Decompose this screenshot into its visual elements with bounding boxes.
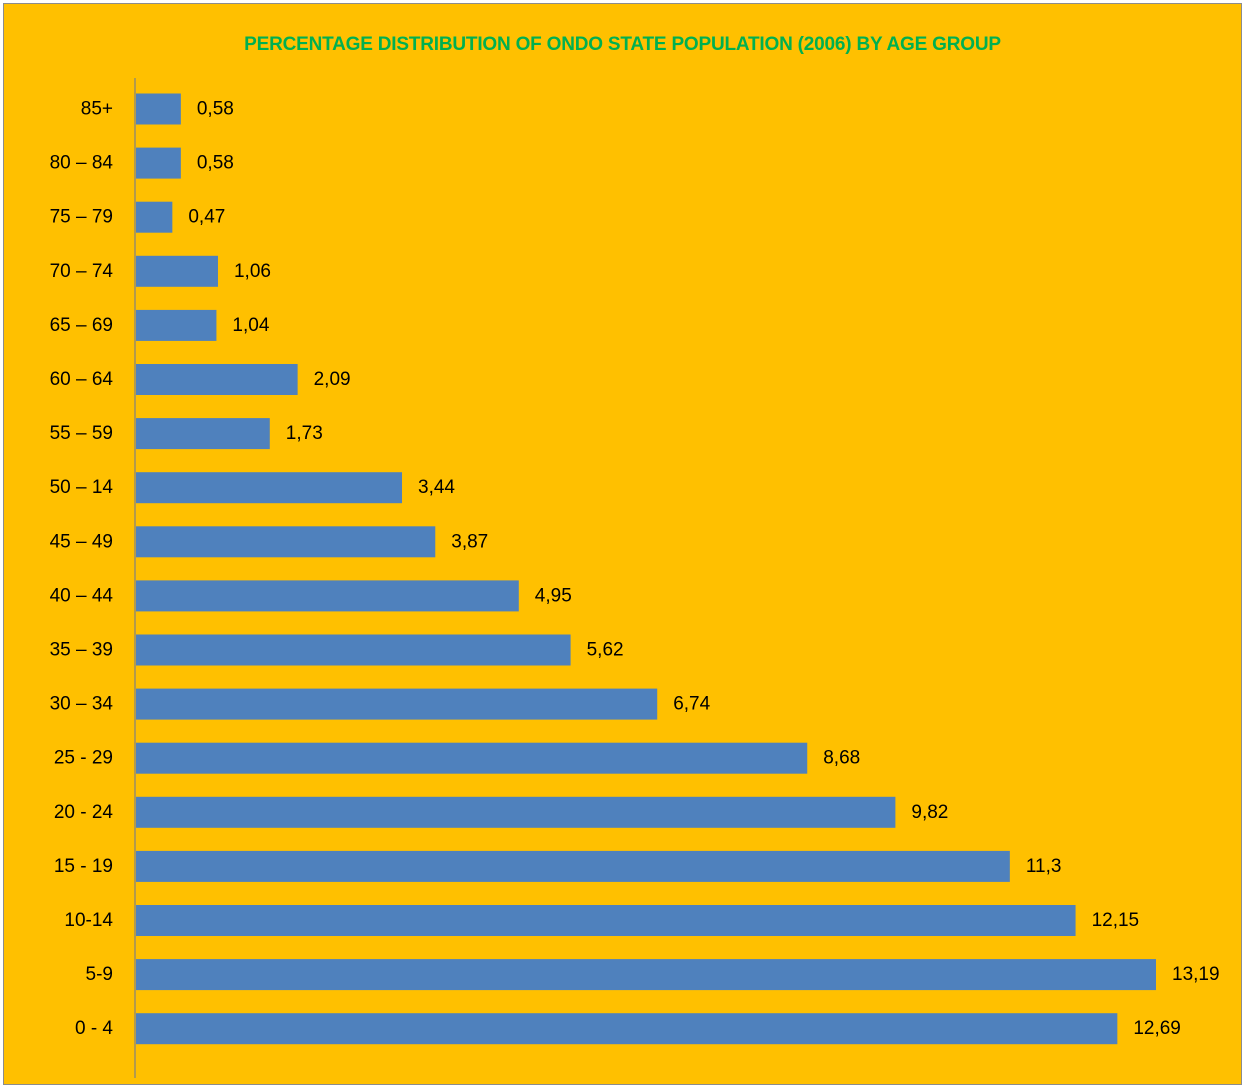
category-tick-label: 50 – 14 bbox=[50, 477, 114, 498]
bar bbox=[136, 472, 403, 504]
bar bbox=[136, 418, 270, 450]
bar bbox=[136, 959, 1156, 991]
data-label: 12,15 bbox=[1092, 910, 1140, 931]
bar bbox=[136, 147, 181, 179]
data-label: 6,74 bbox=[673, 694, 710, 715]
data-label: 3,87 bbox=[451, 531, 488, 552]
value-labels: 0,58 0,58 0,47 1,06 1,04 2,09 1,73 3,44 3,87 4,95… bbox=[188, 99, 1219, 1040]
category-tick-label: 55 – 59 bbox=[50, 423, 113, 444]
data-label: 9,82 bbox=[911, 802, 948, 823]
bar bbox=[136, 688, 658, 720]
bar bbox=[136, 850, 1010, 882]
bar bbox=[136, 526, 436, 558]
data-label: 0,58 bbox=[197, 99, 234, 120]
bars-layer bbox=[136, 93, 1156, 1045]
category-tick-label: 65 – 69 bbox=[50, 315, 113, 336]
category-tick-label: 40 – 44 bbox=[50, 585, 114, 606]
category-labels: 85+ 80 – 84 75 – 79 70 – 74 65 – 69 60 – 64 55… bbox=[50, 99, 114, 1040]
category-tick-label: 5-9 bbox=[86, 964, 113, 985]
category-tick-label: 15 - 19 bbox=[54, 856, 113, 877]
bar bbox=[136, 742, 808, 774]
data-label: 4,95 bbox=[535, 585, 572, 606]
bar bbox=[136, 255, 218, 287]
data-label: 12,69 bbox=[1133, 1018, 1181, 1039]
bar bbox=[136, 634, 571, 666]
data-label: 13,19 bbox=[1172, 964, 1220, 985]
category-tick-label: 80 – 84 bbox=[50, 153, 114, 174]
chart-title: PERCENTAGE DISTRIBUTION OF ONDO STATE PO… bbox=[244, 34, 1001, 55]
data-label: 0,58 bbox=[197, 153, 234, 174]
bar bbox=[136, 364, 298, 395]
data-label: 3,44 bbox=[418, 477, 455, 498]
data-label: 5,62 bbox=[587, 640, 624, 661]
category-tick-label: 30 – 34 bbox=[50, 694, 114, 715]
category-tick-label: 0 - 4 bbox=[75, 1018, 113, 1039]
category-tick-label: 20 - 24 bbox=[54, 802, 114, 823]
data-label: 2,09 bbox=[314, 369, 351, 390]
bar bbox=[136, 1013, 1118, 1045]
data-label: 11,3 bbox=[1026, 856, 1062, 877]
category-tick-label: 70 – 74 bbox=[50, 261, 114, 282]
bar bbox=[136, 201, 173, 233]
category-tick-label: 25 - 29 bbox=[54, 748, 113, 769]
bar bbox=[136, 580, 519, 612]
data-label: 1,04 bbox=[232, 315, 269, 336]
bar bbox=[136, 905, 1076, 936]
bar bbox=[136, 93, 181, 125]
category-tick-label: 75 – 79 bbox=[50, 207, 113, 228]
data-label: 1,73 bbox=[286, 423, 323, 444]
data-label: 8,68 bbox=[823, 748, 860, 769]
bar bbox=[136, 796, 896, 828]
data-label: 0,47 bbox=[188, 207, 225, 228]
bar bbox=[136, 309, 217, 341]
category-tick-label: 35 – 39 bbox=[50, 640, 113, 661]
data-label: 1,06 bbox=[234, 261, 271, 282]
category-tick-label: 60 – 64 bbox=[50, 369, 114, 390]
category-tick-label: 45 – 49 bbox=[50, 531, 113, 552]
category-tick-label: 10-14 bbox=[64, 910, 113, 931]
category-tick-label: 85+ bbox=[81, 99, 113, 120]
